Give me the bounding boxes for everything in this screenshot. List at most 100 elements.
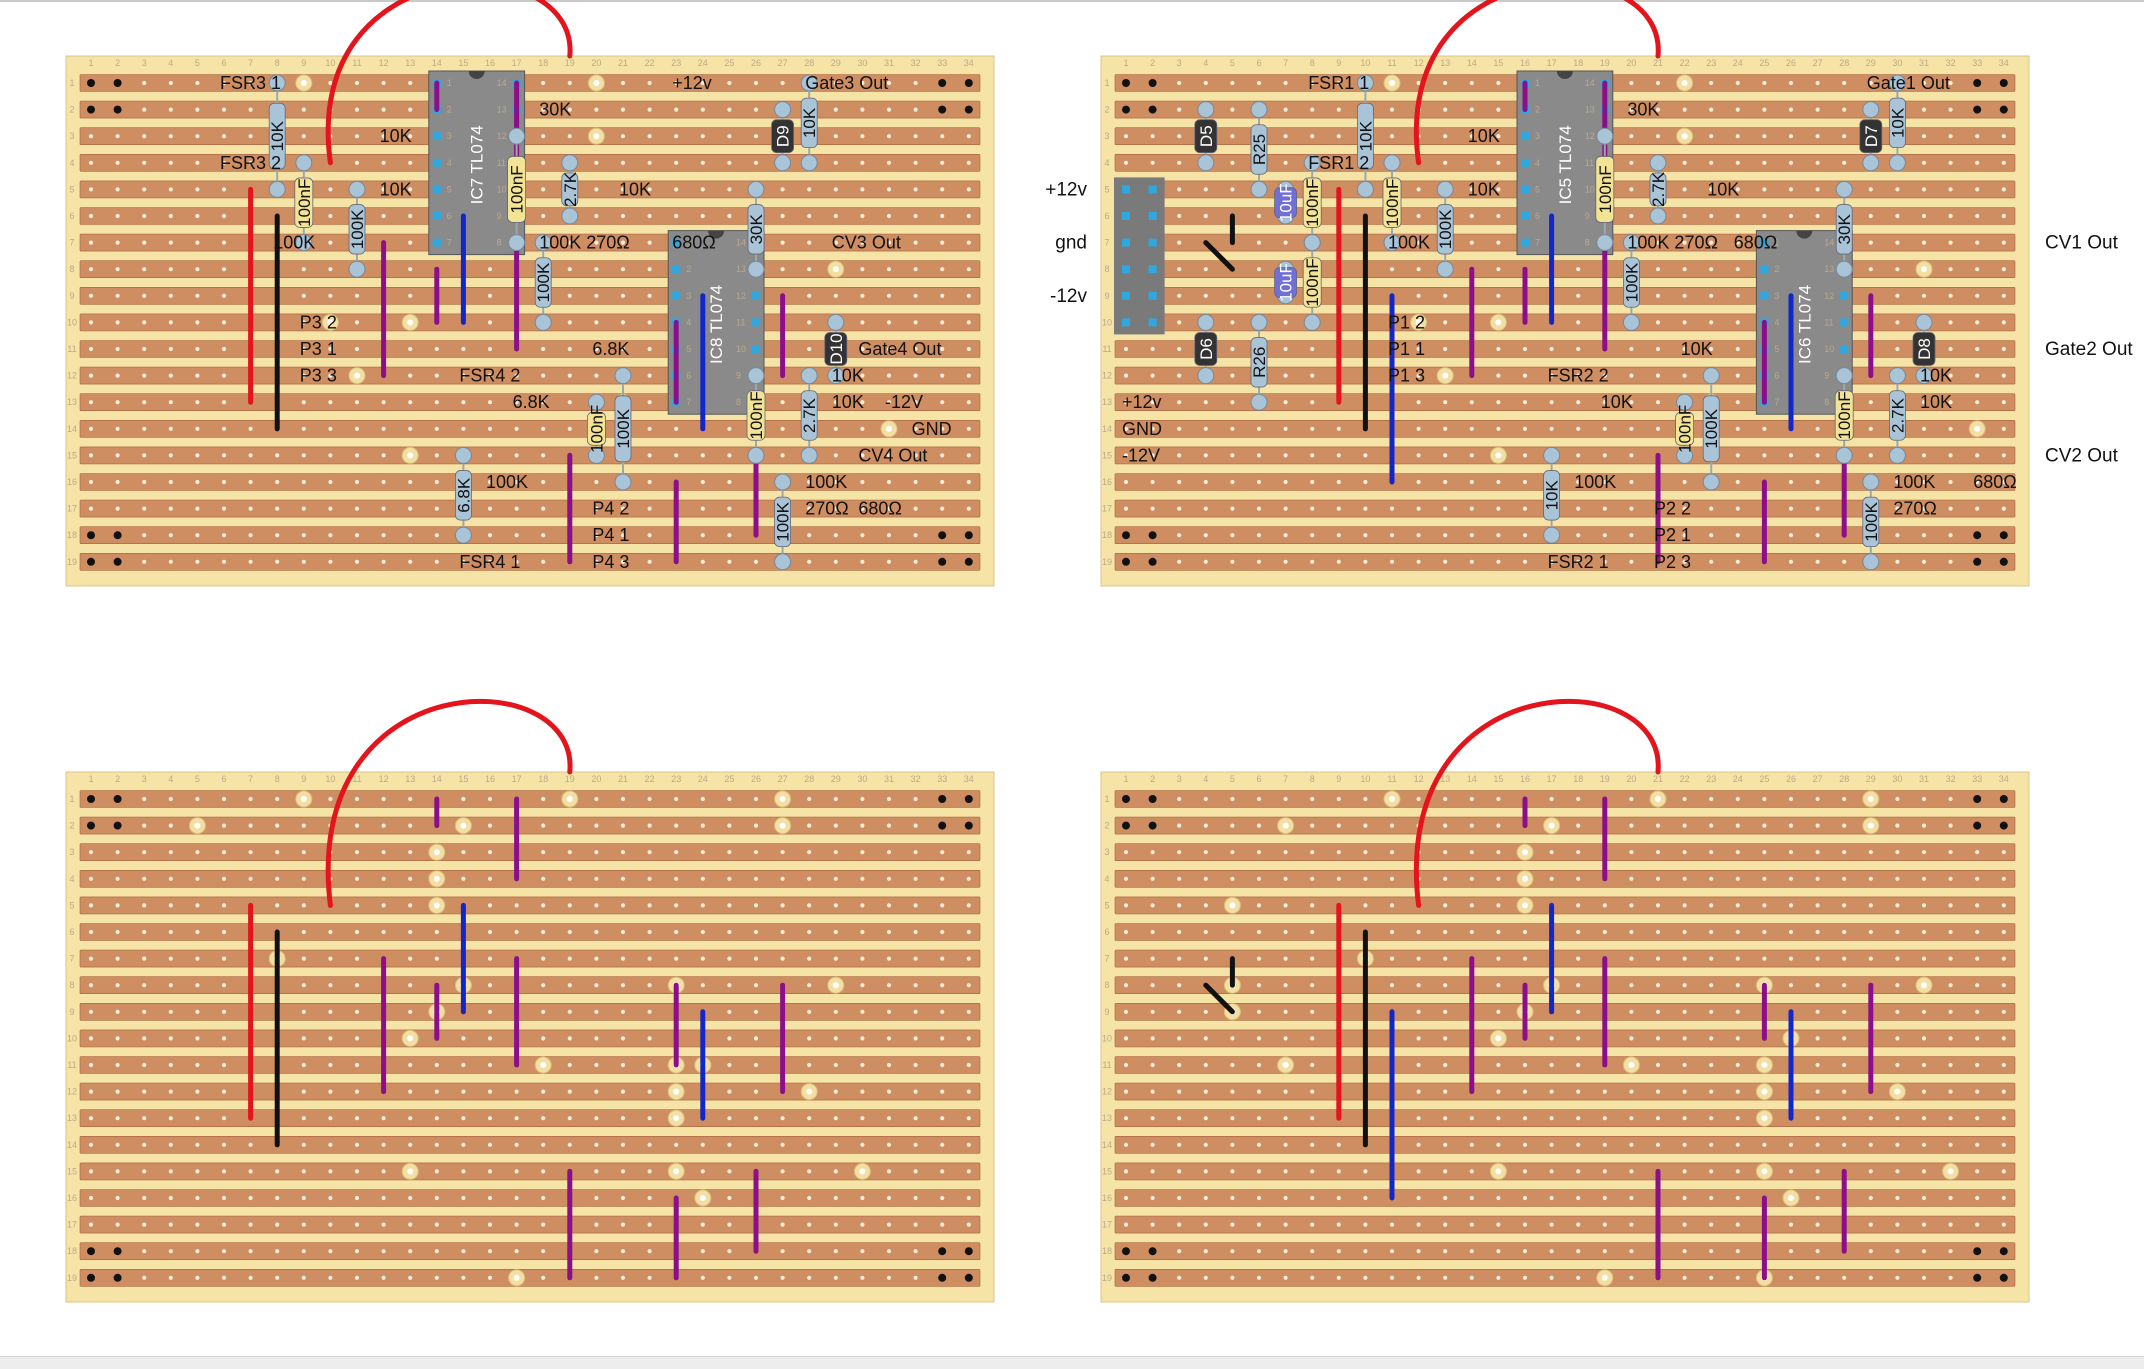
strip-hole [1735, 1142, 1740, 1147]
mounting-hole [1122, 795, 1130, 803]
strip-hole [1469, 187, 1474, 192]
strip-hole [354, 320, 360, 325]
column-number: 10 [1360, 58, 1370, 68]
strip-hole [541, 983, 546, 988]
strip-hole [115, 213, 120, 219]
copper-strip [1114, 976, 2016, 994]
strip-hole [115, 876, 120, 881]
strip-hole [275, 453, 280, 458]
strip-hole [860, 1195, 865, 1201]
strip-hole [275, 533, 280, 538]
strip-hole [1576, 453, 1581, 458]
strip-hole [833, 187, 838, 192]
strip-hole [913, 983, 918, 988]
strip-hole [221, 823, 227, 828]
column-number: 4 [1203, 58, 1208, 68]
resistor-label: 100K [348, 209, 367, 249]
mounting-hole [1122, 821, 1130, 830]
strip-hole [301, 1062, 306, 1068]
strip-hole [913, 187, 918, 192]
pin-label: FSR1 2 [1308, 153, 1369, 173]
strip-hole [195, 320, 200, 325]
track-cut-hole [779, 796, 786, 802]
strip-hole [1895, 213, 1900, 219]
component-pad [1436, 180, 1454, 198]
strip-hole [860, 1009, 865, 1014]
strip-hole [727, 1116, 732, 1121]
strip-hole [354, 80, 360, 86]
strip-hole [88, 1169, 94, 1174]
strip-hole [1177, 850, 1182, 855]
strip-hole [1256, 453, 1262, 458]
column-number: 7 [1283, 58, 1288, 68]
component-pad [1543, 446, 1561, 464]
column-number: 8 [1310, 58, 1315, 68]
strip-hole [195, 479, 200, 485]
row-number: 19 [67, 557, 77, 567]
strip-hole [1788, 160, 1794, 165]
strip-hole [115, 160, 120, 165]
strip-hole [1203, 1275, 1208, 1280]
strip-hole [248, 1275, 253, 1280]
strip-hole [620, 320, 626, 325]
strip-hole [2001, 293, 2006, 298]
strip-hole [1150, 160, 1155, 165]
strip-hole [594, 1222, 599, 1227]
column-number: 7 [248, 58, 253, 68]
strip-hole [1443, 426, 1448, 431]
track-cut-hole [566, 796, 573, 802]
strip-hole [807, 850, 812, 855]
mounting-hole [938, 795, 947, 803]
strip-hole [115, 1195, 120, 1201]
ic-pin-number: 11 [1585, 158, 1594, 168]
strip-hole [594, 293, 599, 298]
strip-hole [1975, 956, 1980, 961]
strip-hole [1443, 1089, 1448, 1094]
mounting-hole [1122, 105, 1130, 114]
row-number: 18 [1102, 1246, 1112, 1256]
strip-hole [567, 929, 572, 935]
strip-hole [408, 1222, 413, 1227]
strip-hole [328, 1275, 333, 1280]
strip-hole [1256, 1142, 1262, 1147]
copper-strip [1114, 313, 2016, 332]
strip-hole [1177, 929, 1182, 935]
strip-hole [1895, 346, 1900, 352]
component-pad [1676, 393, 1694, 411]
strip-hole [408, 876, 413, 881]
strip-hole [1576, 400, 1581, 405]
strip-hole [1469, 453, 1474, 458]
strip-hole [647, 1195, 652, 1201]
strip-hole [195, 1009, 200, 1014]
bottom-scrollbar[interactable] [0, 1356, 2144, 1369]
strip-hole [248, 850, 253, 855]
strip-hole [275, 876, 280, 881]
strip-hole [1443, 1009, 1448, 1014]
strip-hole [966, 293, 971, 298]
mounting-hole [1973, 1247, 1982, 1256]
strip-hole [541, 559, 546, 564]
strip-hole [142, 1222, 147, 1227]
strip-hole [1469, 876, 1474, 881]
strip-hole [1735, 903, 1740, 908]
diode-label: D9 [774, 125, 793, 147]
strip-hole [753, 983, 759, 988]
strip-hole [940, 1195, 945, 1201]
strip-hole [1310, 346, 1315, 352]
capacitor-body [587, 411, 606, 446]
strip-hole [1948, 1089, 1953, 1094]
mounting-hole [1999, 105, 2008, 114]
strip-hole [1815, 850, 1820, 855]
column-number: 11 [352, 58, 361, 68]
strip-hole [1177, 479, 1182, 485]
strip-hole [1522, 1169, 1528, 1174]
strip-hole [1496, 400, 1501, 405]
resistor-body [1436, 204, 1454, 255]
strip-hole [1177, 1089, 1182, 1094]
strip-hole [647, 956, 652, 961]
strip-hole [487, 1142, 493, 1147]
column-number: 30 [1892, 58, 1902, 68]
pin-label: 100K [1388, 233, 1430, 253]
strip-hole [328, 187, 333, 192]
strip-hole [1389, 1222, 1395, 1227]
